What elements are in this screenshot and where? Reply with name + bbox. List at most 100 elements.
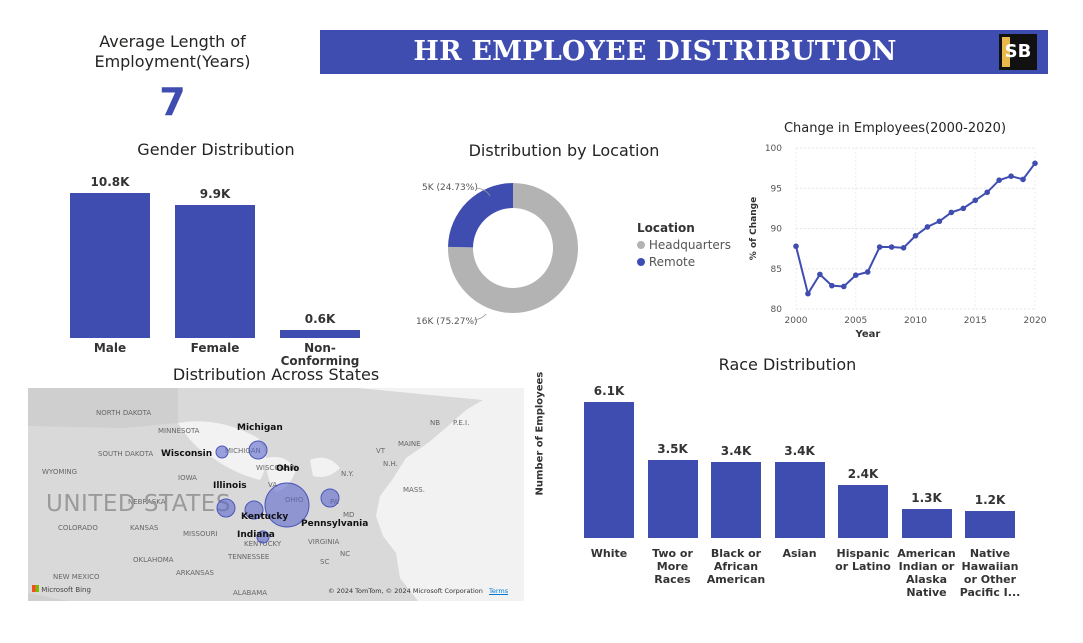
data-point[interactable] — [972, 197, 979, 204]
gender-bar[interactable] — [175, 204, 255, 338]
bing-logo: Microsoft Bing — [32, 585, 91, 594]
canada-region — [28, 388, 178, 428]
data-point[interactable] — [829, 282, 835, 289]
race-category-line: African — [713, 560, 759, 573]
map-background-label: IOWA — [178, 474, 197, 482]
map-background-label: WISCONSIN — [256, 464, 297, 472]
map-background-label: KENTUCKY — [244, 540, 282, 548]
data-point[interactable] — [996, 177, 1002, 183]
bing-label: Microsoft Bing — [41, 586, 91, 594]
race-category-line: American — [706, 573, 766, 586]
state-label-illinois: Illinois — [213, 481, 247, 491]
gender-category-label: Female — [190, 341, 240, 355]
race-category-line: or Other — [963, 573, 1017, 586]
data-point[interactable] — [876, 244, 883, 250]
race-value-label: 3.5K — [657, 442, 688, 457]
mexico-region — [28, 593, 68, 601]
map-background-label: ARKANSAS — [176, 569, 214, 577]
gender-bar-chart: 10.8K Male 9.9K Female 0.6K Non-Conforming — [60, 168, 380, 368]
data-point[interactable] — [793, 243, 799, 250]
map-background-label: KANSAS — [130, 524, 159, 532]
legend-item-headquarters[interactable]: Headquarters — [637, 238, 747, 252]
state-label-ohio: Ohio — [276, 464, 300, 474]
race-category-line: Native — [906, 586, 947, 599]
terms-link[interactable]: Terms — [488, 587, 509, 595]
map-background-label: ALABAMA — [233, 589, 268, 597]
state-bubble-michigan[interactable] — [248, 440, 268, 460]
data-point[interactable] — [936, 218, 943, 225]
leader-line-headquarters — [473, 313, 487, 321]
states-map[interactable]: NORTH DAKOTA MINNESOTA SOUTH DAKOTA WYOMING… — [28, 388, 524, 601]
map-background-label: NEW MEXICO — [53, 573, 100, 581]
state-bubble-kentucky[interactable] — [244, 500, 264, 520]
donut-slice-headquarters[interactable] — [448, 183, 578, 313]
data-point[interactable] — [1032, 160, 1038, 167]
race-category-line: White — [590, 547, 628, 560]
race-category-label: American Indian or Alaska Native — [896, 547, 958, 599]
gender-value-label: 0.6K — [304, 311, 336, 326]
map-background-label: SOUTH DAKOTA — [98, 450, 154, 458]
kpi-title-line1: Average Length of — [99, 32, 246, 51]
state-bubble-pennsylvania[interactable] — [320, 488, 340, 508]
data-point[interactable] — [900, 245, 907, 251]
map-background-label: P.E.I. — [453, 419, 470, 427]
legend-label-remote: Remote — [648, 255, 696, 269]
location-chart-title: Distribution by Location — [468, 141, 660, 160]
legend-dot-remote — [637, 258, 645, 266]
map-background-label: TENNESSEE — [228, 553, 270, 561]
race-category-label: Black or African American — [705, 547, 767, 586]
map-background-label: VIRGINIA — [308, 538, 340, 546]
legend-dot-headquarters — [637, 241, 645, 249]
state-label-wisconsin: Wisconsin — [161, 449, 213, 459]
gender-chart-title: Gender Distribution — [137, 140, 295, 159]
data-point[interactable] — [852, 272, 859, 278]
race-bar[interactable] — [901, 509, 952, 538]
sb-logo: SB — [999, 34, 1037, 70]
race-category-line: American — [897, 547, 956, 560]
race-category-label: Native Hawaiian or Other Pacific I... — [959, 547, 1021, 599]
location-legend: Location Headquarters Remote — [637, 221, 747, 269]
data-point[interactable] — [1008, 173, 1014, 179]
map-background-label: MD — [343, 511, 355, 519]
data-point[interactable] — [805, 290, 811, 297]
state-bubble-wisconsin[interactable] — [215, 445, 229, 459]
data-point[interactable] — [924, 224, 931, 230]
attribution-text: © 2024 TomTom, © 2024 Microsoft Corporat… — [328, 587, 483, 595]
legend-item-remote[interactable]: Remote — [637, 255, 747, 269]
kpi-title-line2: Employment(Years) — [94, 52, 251, 71]
race-category-line: Indian or — [898, 560, 955, 573]
kpi-value: 7 — [159, 80, 186, 124]
data-point[interactable] — [960, 205, 967, 212]
donut-label-remote: 5K (24.73%) — [422, 183, 478, 193]
gender-bar[interactable] — [70, 192, 150, 338]
race-bar[interactable] — [965, 511, 1015, 538]
data-point[interactable] — [888, 244, 895, 250]
race-bar[interactable] — [774, 462, 825, 538]
data-point[interactable] — [912, 232, 919, 239]
dashboard-banner: HR EMPLOYEE DISTRIBUTION DASHBOARD SB — [320, 30, 1048, 111]
data-point[interactable] — [948, 209, 955, 216]
location-donut-chart: 5K (24.73%) 16K (75.27%) — [416, 183, 578, 327]
gender-value-label: 9.9K — [199, 186, 231, 201]
gender-bar[interactable] — [280, 329, 360, 338]
data-point[interactable] — [984, 189, 990, 196]
race-bar[interactable] — [647, 460, 698, 538]
state-bubble-indiana[interactable] — [256, 530, 270, 544]
data-point[interactable] — [817, 271, 823, 278]
state-bubble-illinois[interactable] — [216, 498, 236, 518]
race-bar[interactable] — [711, 462, 761, 538]
race-value-label: 3.4K — [720, 444, 752, 459]
data-point[interactable] — [864, 269, 871, 275]
map-country-label: UNITED STATES — [46, 491, 231, 517]
map-background-label: NC — [340, 550, 351, 558]
state-bubble-ohio[interactable] — [264, 482, 310, 528]
map-background-label: N.H. — [383, 460, 398, 468]
logo-text: SB — [1004, 41, 1032, 62]
race-bar[interactable] — [838, 484, 888, 538]
data-point[interactable] — [1020, 176, 1026, 183]
data-point[interactable] — [841, 283, 847, 290]
race-value-label: 1.2K — [974, 493, 1006, 508]
donut-slice-remote[interactable] — [448, 183, 513, 248]
race-bar[interactable] — [584, 402, 634, 538]
race-bar-chart: 6.1K White 3.5K Two or More Races 3.4K Black or… — [580, 380, 1050, 610]
